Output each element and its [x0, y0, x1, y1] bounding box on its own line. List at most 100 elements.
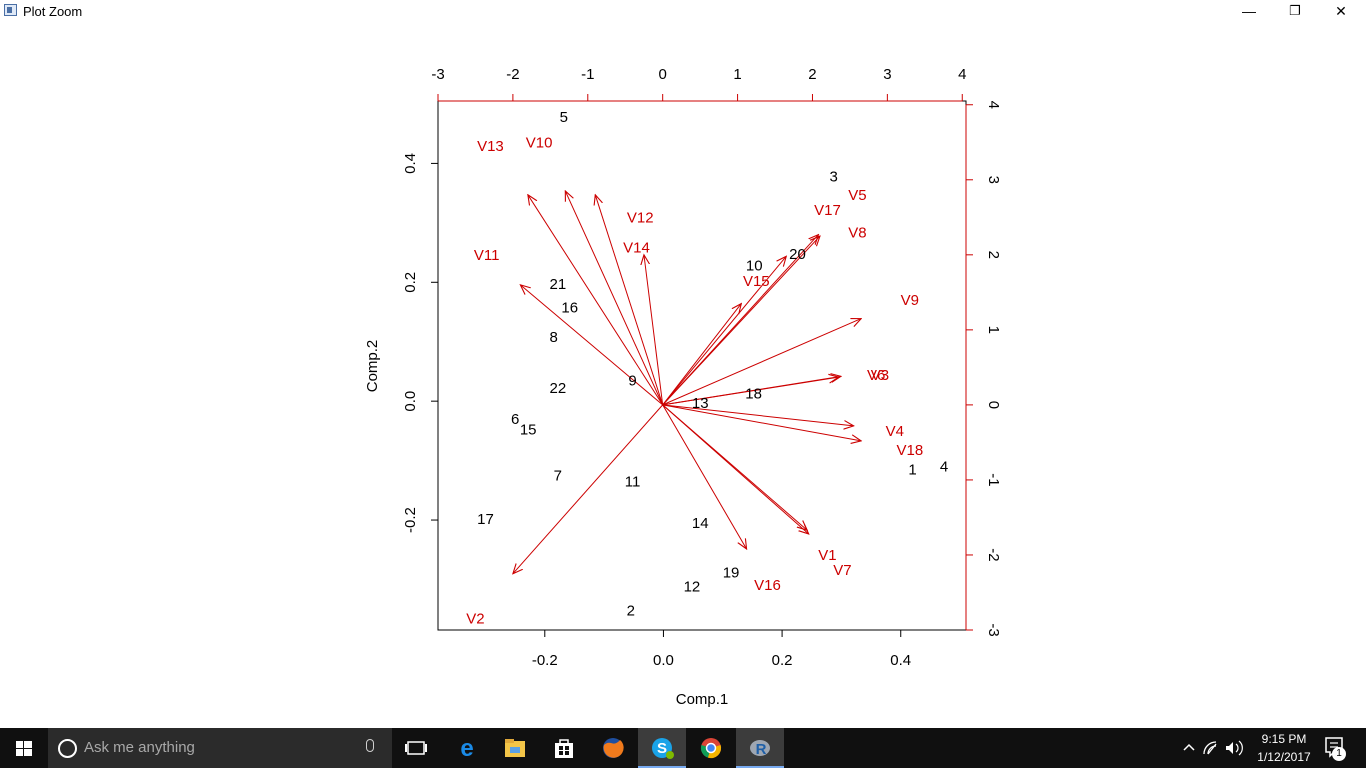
- top-axis-tick-label: 3: [883, 66, 891, 83]
- loading-arrow-v17: [662, 256, 787, 406]
- restore-button[interactable]: ❐: [1289, 3, 1301, 18]
- left-axis-tick-label: -0.2: [402, 507, 419, 533]
- search-box[interactable]: Ask me anything: [48, 728, 392, 768]
- point-label: 9: [628, 372, 636, 389]
- search-placeholder: Ask me anything: [84, 739, 195, 756]
- firefox-button[interactable]: [589, 728, 637, 768]
- point-label: 8: [550, 329, 558, 346]
- wifi-icon: [1203, 741, 1217, 755]
- point-label: 12: [684, 579, 701, 596]
- loading-label: V11: [474, 247, 500, 264]
- point-label: 16: [561, 299, 578, 316]
- y-axis-label: Comp.2: [364, 340, 381, 393]
- loading-label: V18: [896, 442, 923, 459]
- point-label: 13: [692, 395, 709, 412]
- point-label: 17: [477, 511, 494, 528]
- svg-text:e: e: [460, 737, 473, 759]
- minimize-button[interactable]: —: [1242, 3, 1256, 19]
- cortana-icon: [58, 739, 77, 758]
- point-label: 3: [830, 168, 838, 185]
- loading-label: V16: [754, 577, 781, 594]
- top-axis-tick-label: 0: [659, 66, 667, 83]
- loading-arrow-v18: [662, 404, 861, 441]
- edge-button[interactable]: e: [442, 728, 490, 768]
- skype-button[interactable]: S: [638, 728, 686, 768]
- loading-arrow-v16: [662, 404, 747, 549]
- loading-label: V9: [901, 292, 919, 309]
- point-label: 6: [511, 411, 519, 428]
- loading-label: V14: [623, 239, 650, 256]
- volume-icon: [1226, 740, 1243, 756]
- loading-label: V17: [814, 202, 841, 219]
- loading-arrow-v2: [513, 404, 664, 574]
- top-axis-tick-label: -2: [506, 66, 519, 83]
- loading-label: V15: [743, 273, 770, 290]
- loading-label: V10: [526, 134, 553, 151]
- loading-label: V3: [871, 367, 889, 384]
- loading-label: V4: [886, 423, 904, 440]
- x-axis-label: Comp.1: [676, 691, 729, 708]
- bottom-axis-tick-label: 0.4: [890, 652, 911, 669]
- svg-text:R: R: [756, 741, 767, 758]
- loading-arrow-v12: [565, 191, 664, 406]
- clock-date[interactable]: 1/12/2017: [1257, 750, 1311, 764]
- store-button[interactable]: [540, 728, 588, 768]
- store-icon: [555, 739, 573, 758]
- chrome-button[interactable]: [687, 728, 735, 768]
- top-axis-tick-label: 1: [733, 66, 741, 83]
- start-button[interactable]: [0, 728, 48, 768]
- point-label: 1: [908, 462, 916, 479]
- microphone-icon[interactable]: [366, 739, 374, 752]
- point-label: 20: [789, 246, 806, 263]
- top-axis-tick-label: 2: [808, 66, 816, 83]
- point-label: 15: [520, 422, 537, 439]
- r-gui-button[interactable]: R: [736, 728, 784, 768]
- edge-icon: e: [460, 737, 473, 759]
- loading-label: V8: [848, 224, 866, 241]
- task-view-icon: [405, 741, 427, 755]
- plot-frame: [437, 100, 967, 631]
- clock-time[interactable]: 9:15 PM: [1261, 732, 1307, 746]
- r-icon: R: [750, 740, 770, 758]
- right-axis-tick-label: 3: [985, 176, 1002, 184]
- right-axis-tick-label: -2: [985, 548, 1002, 561]
- loading-arrow-v7: [662, 404, 809, 534]
- loading-label: V2: [466, 611, 484, 628]
- file-explorer-button[interactable]: [491, 728, 539, 768]
- biplot: -0.2 0.0 0.2 0.4-0.20.00.20.4-3 -2 -1 0 1 2 3 4-3-…: [364, 66, 1002, 708]
- top-axis-tick-label: -3: [431, 66, 444, 83]
- point-label: 22: [549, 380, 566, 397]
- taskbar: Ask me anything e: [0, 728, 1366, 768]
- right-axis-tick-label: -3: [985, 623, 1002, 636]
- top-axis-tick-label: 4: [958, 66, 966, 83]
- loading-arrow-v11: [520, 285, 664, 406]
- loading-arrow-v13: [528, 195, 664, 406]
- close-button[interactable]: ✕: [1335, 3, 1347, 19]
- loading-label: V1: [818, 547, 836, 564]
- skype-icon: S: [652, 738, 674, 759]
- loading-arrow-v15: [662, 304, 742, 406]
- point-label: 4: [940, 459, 948, 476]
- loading-arrow-v8: [662, 236, 820, 406]
- point-label: 21: [549, 276, 566, 293]
- loading-label: V13: [477, 138, 504, 155]
- right-axis-tick-label: 1: [985, 326, 1002, 334]
- chevron-up-icon: [1183, 743, 1195, 751]
- loading-arrow-v6: [662, 377, 839, 406]
- right-axis-tick-label: 0: [985, 401, 1002, 409]
- file-explorer-icon: [505, 739, 525, 757]
- right-axis-tick-label: -1: [985, 473, 1002, 486]
- left-axis-tick-label: 0.2: [402, 272, 419, 293]
- loading-label: V6: [867, 367, 885, 384]
- point-label: 2: [627, 602, 635, 619]
- loading-label: V12: [627, 209, 654, 226]
- point-label: 14: [692, 515, 709, 532]
- loading-arrow-v9: [662, 319, 861, 406]
- right-axis-tick-label: 4: [985, 101, 1002, 109]
- point-label: 5: [560, 109, 568, 126]
- system-tray[interactable]: [1180, 728, 1250, 768]
- point-label: 11: [625, 473, 641, 490]
- loading-label: V7: [833, 562, 851, 579]
- firefox-icon: [603, 738, 624, 758]
- task-view-button[interactable]: [392, 728, 440, 768]
